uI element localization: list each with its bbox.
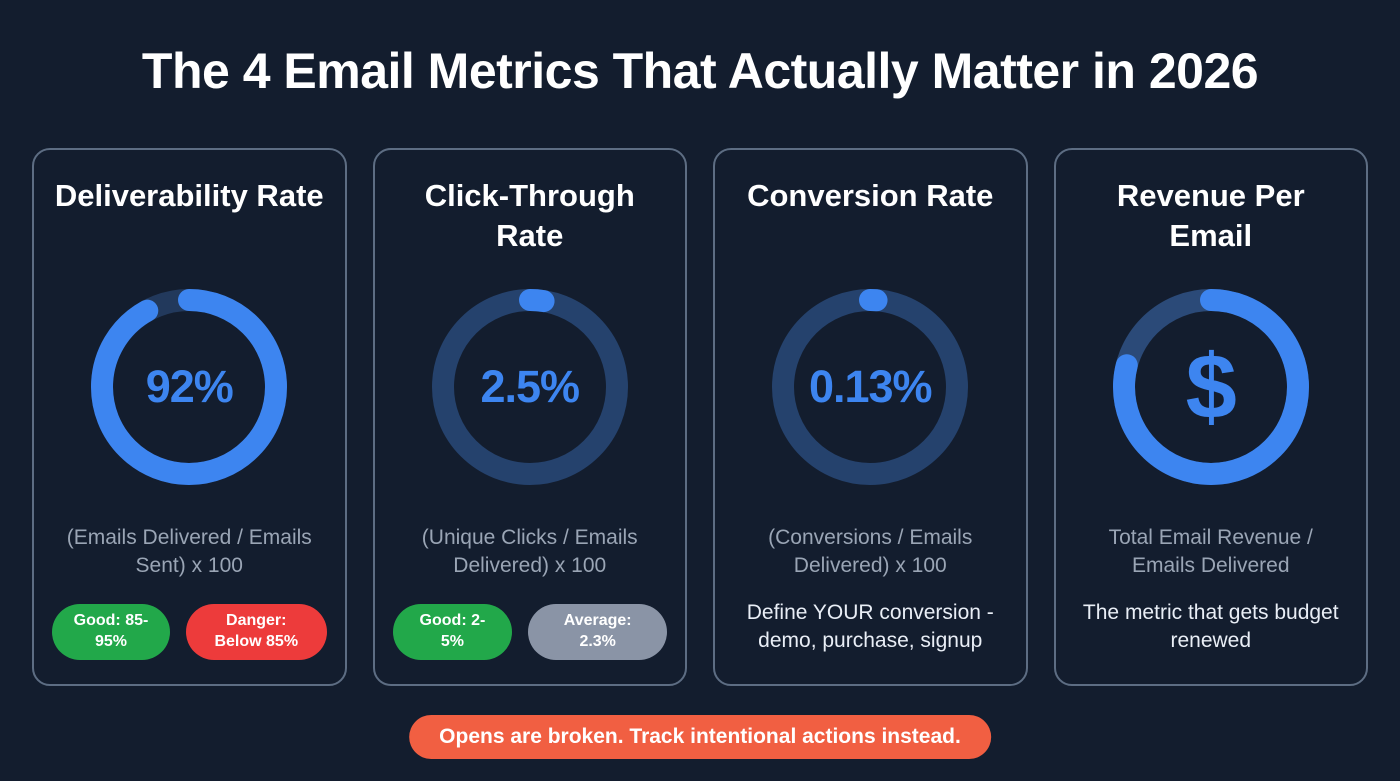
- metric-card-revenue-per-email[interactable]: Revenue Per Email $ Total Email Revenue …: [1053, 148, 1368, 686]
- card-formula: (Conversions / Emails Delivered) x 100: [768, 526, 973, 578]
- status-badge-danger: Danger: Below 85%: [186, 604, 327, 660]
- donut-gauge-icon: [91, 289, 288, 485]
- card-note: The metric that gets budget renewed: [1082, 600, 1339, 653]
- donut-gauge-icon: [772, 289, 969, 485]
- status-badge-good: Good: 85-95%: [52, 604, 170, 660]
- gauge-deliverability-rate: 92%: [82, 280, 296, 494]
- metric-cards-row: Deliverability Rate 92% (Emails Delivere…: [32, 148, 1368, 686]
- metric-card-deliverability-rate[interactable]: Deliverability Rate 92% (Emails Delivere…: [32, 148, 347, 686]
- badge-row: Good: 85-95% Danger: Below 85%: [34, 604, 345, 660]
- donut-gauge-icon: [1112, 289, 1309, 485]
- badge-row: Good: 2-5% Average: 2.3%: [375, 604, 686, 660]
- card-title: Deliverability Rate: [54, 178, 324, 213]
- card-title: Click-Through Rate: [424, 178, 635, 253]
- page-title: The 4 Email Metrics That Actually Matter…: [141, 43, 1259, 99]
- card-formula: (Emails Delivered / Emails Sent) x 100: [66, 526, 312, 578]
- gauge-value-dollar-icon: $: [1185, 336, 1237, 438]
- card-formula: Total Email Revenue / Emails Delivered: [1108, 526, 1313, 578]
- gauge-conversion-rate: 0.13%: [763, 280, 977, 494]
- gauge-value: 0.13%: [808, 361, 933, 412]
- card-formula: (Unique Clicks / Emails Delivered) x 100: [421, 526, 638, 578]
- gauge-revenue-per-email: $: [1104, 280, 1318, 494]
- card-note: Define YOUR conversion - demo, purchase,…: [746, 600, 994, 653]
- gauge-value: 2.5%: [480, 361, 580, 412]
- gauge-value: 92%: [145, 361, 234, 412]
- metric-card-conversion-rate[interactable]: Conversion Rate 0.13% (Conversions / Ema…: [713, 148, 1028, 686]
- card-title: Revenue Per Email: [1116, 178, 1305, 253]
- donut-gauge-icon: [431, 289, 628, 485]
- footer-banner: Opens are broken. Track intentional acti…: [409, 715, 991, 759]
- metric-card-click-through-rate[interactable]: Click-Through Rate 2.5% (Unique Clicks /…: [372, 148, 687, 686]
- gauge-click-through-rate: 2.5%: [423, 280, 637, 494]
- status-badge-average: Average: 2.3%: [528, 604, 667, 660]
- card-title: Conversion Rate: [747, 178, 994, 213]
- status-badge-good: Good: 2-5%: [392, 604, 513, 660]
